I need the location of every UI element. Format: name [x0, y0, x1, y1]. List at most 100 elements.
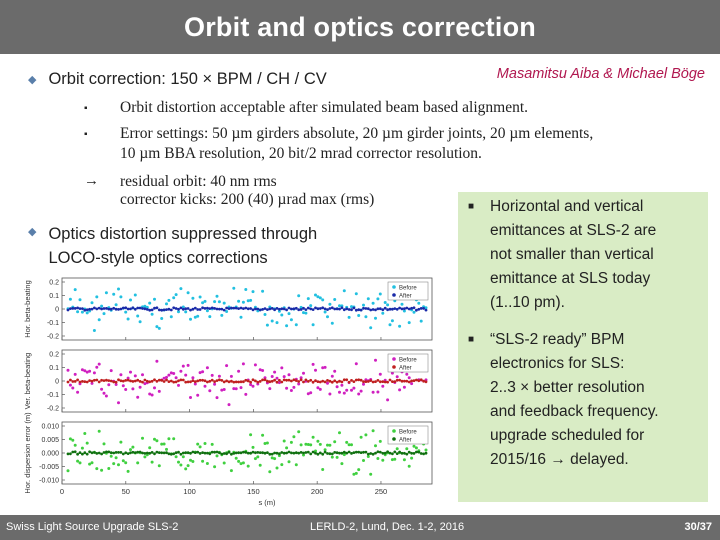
after-point — [155, 450, 159, 454]
before-point — [424, 448, 428, 452]
before-point — [179, 369, 183, 373]
legend-label: After — [399, 294, 412, 300]
after-point — [172, 306, 176, 310]
after-point — [297, 380, 301, 383]
after-point — [362, 450, 365, 454]
after-point — [287, 306, 291, 310]
before-point — [277, 381, 281, 385]
after-point — [302, 451, 305, 455]
before-point — [88, 462, 92, 466]
before-point — [215, 454, 219, 458]
before-point — [189, 458, 192, 462]
before-point — [287, 373, 291, 377]
before-point — [297, 430, 301, 434]
before-point — [251, 384, 255, 388]
after-point — [405, 306, 409, 310]
after-point — [417, 379, 421, 383]
before-point — [381, 384, 385, 388]
after-point — [321, 306, 325, 310]
after-point — [354, 308, 358, 312]
after-point — [287, 450, 291, 454]
before-point — [107, 383, 111, 387]
after-point — [109, 451, 113, 455]
square-bullet-icon: ■ — [468, 201, 475, 212]
after-point — [275, 307, 279, 310]
x-tick-label: 100 — [183, 487, 196, 496]
before-point — [285, 446, 289, 450]
after-point — [318, 451, 322, 455]
after-point — [213, 307, 217, 310]
after-point — [107, 450, 111, 454]
after-point — [232, 452, 236, 455]
before-point — [90, 461, 94, 465]
before-point — [124, 461, 128, 465]
after-point — [193, 451, 197, 454]
after-point — [93, 306, 96, 310]
after-point — [193, 306, 197, 310]
after-point — [391, 307, 394, 311]
after-point — [412, 306, 416, 310]
diamond-bullet-icon: ◆ — [28, 74, 37, 86]
after-point — [109, 307, 113, 311]
before-point — [88, 369, 92, 373]
after-point — [299, 451, 303, 454]
after-point — [302, 306, 305, 310]
before-point — [104, 291, 108, 295]
after-point — [419, 307, 423, 310]
after-point — [347, 450, 351, 454]
y-tick-label: 0.2 — [49, 280, 59, 287]
after-point — [105, 307, 108, 310]
after-point — [143, 378, 147, 382]
before-point — [407, 464, 411, 468]
after-point — [285, 308, 288, 312]
after-point — [174, 380, 178, 384]
after-point — [184, 380, 188, 384]
y-tick-label: 0.000 — [41, 451, 59, 458]
legend-marker — [392, 365, 396, 369]
before-point — [241, 461, 245, 465]
after-point — [388, 378, 392, 382]
before-point — [189, 396, 192, 399]
after-point — [169, 308, 173, 312]
after-point — [114, 307, 118, 311]
after-point — [251, 308, 255, 312]
after-point — [114, 380, 118, 384]
after-point — [249, 380, 253, 384]
panel-item-emittance: ■ Horizontal and vertical emittances at … — [468, 195, 656, 315]
before-point — [270, 375, 274, 378]
before-point — [330, 321, 334, 325]
before-point — [205, 366, 209, 370]
after-point — [129, 307, 132, 311]
after-point — [395, 307, 399, 311]
before-point — [314, 293, 317, 297]
after-point — [181, 451, 185, 455]
before-point — [338, 304, 341, 308]
after-point — [181, 307, 185, 311]
after-point — [172, 380, 176, 384]
after-point — [403, 451, 406, 455]
after-point — [330, 306, 334, 310]
after-point — [369, 308, 373, 312]
before-point — [407, 321, 411, 325]
after-point — [203, 379, 207, 383]
before-point — [326, 381, 329, 385]
before-point — [124, 388, 128, 391]
before-point — [268, 387, 272, 391]
after-point — [342, 378, 346, 382]
after-point — [218, 378, 221, 382]
y-tick-label: 0.010 — [41, 424, 59, 431]
before-point — [371, 301, 375, 305]
after-point — [121, 452, 125, 456]
before-point — [210, 373, 214, 377]
after-point — [381, 451, 385, 455]
before-point — [280, 463, 284, 467]
after-point — [335, 380, 339, 384]
before-point — [148, 392, 152, 396]
before-point — [345, 440, 349, 444]
after-point — [167, 452, 171, 456]
before-point — [287, 312, 291, 316]
after-point — [129, 451, 132, 455]
after-point — [309, 307, 313, 311]
y-tick-label: 0.2 — [49, 352, 59, 359]
after-point — [69, 378, 72, 382]
